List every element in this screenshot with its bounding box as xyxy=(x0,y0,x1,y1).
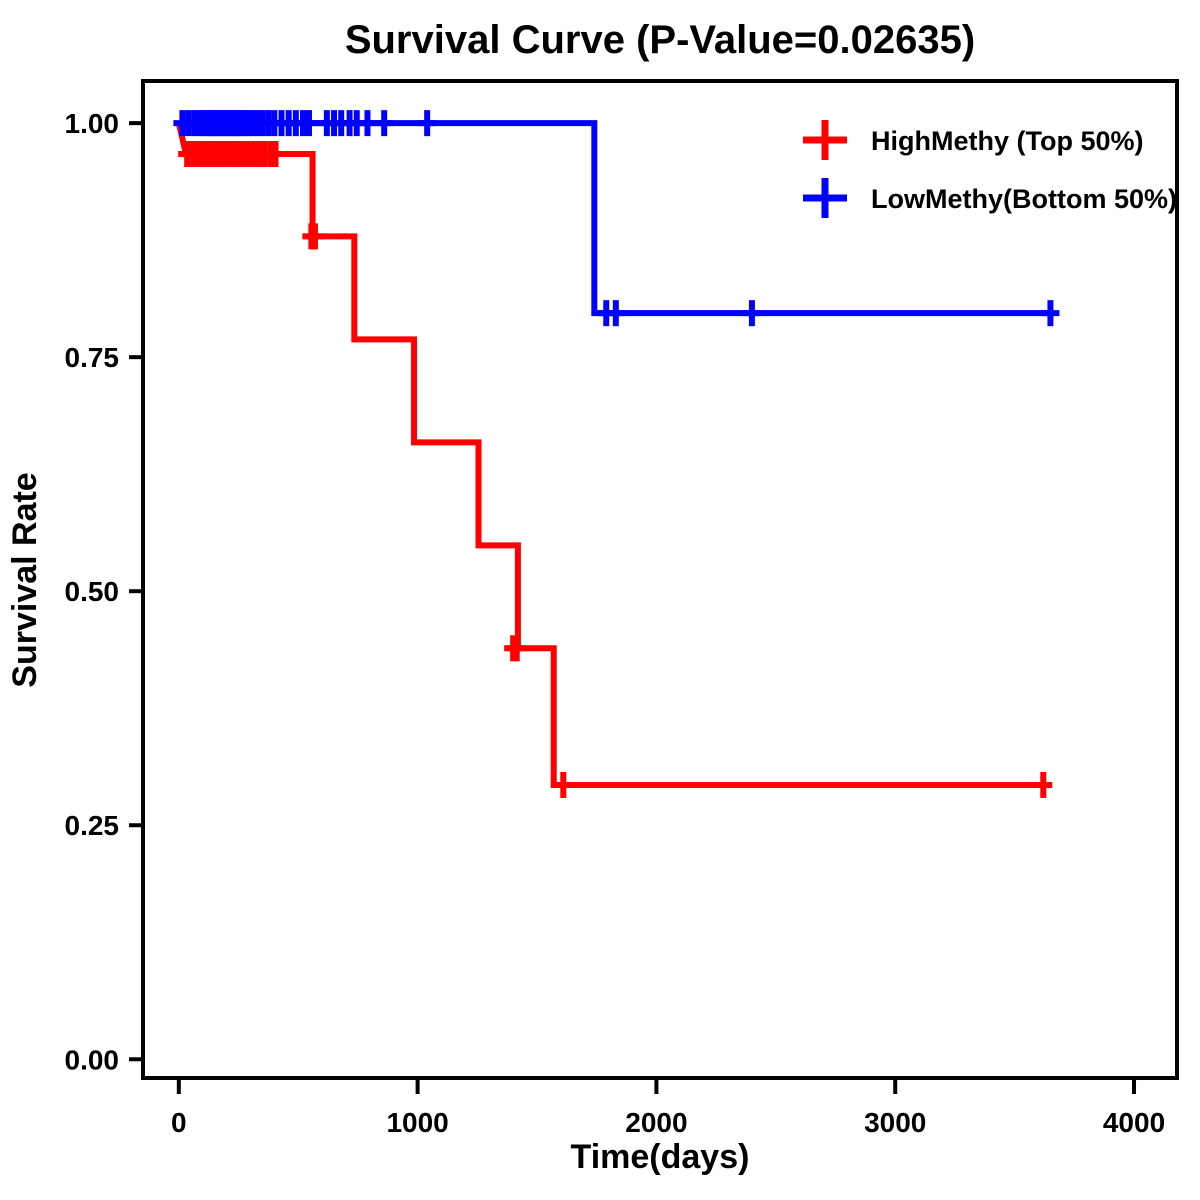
censor-mark xyxy=(266,141,285,168)
x-tick-label: 3000 xyxy=(864,1107,926,1138)
censor-mark xyxy=(358,110,377,137)
legend-label: LowMethy(Bottom 50%) xyxy=(871,184,1177,214)
y-axis-title: Survival Rate xyxy=(6,472,44,687)
x-axis-ticks: 0 1000 2000 3000 4000 xyxy=(171,1078,1165,1138)
censor-mark xyxy=(554,771,573,798)
series-high_methy xyxy=(175,122,1053,798)
y-axis-ticks: 0.00 0.25 0.50 0.75 1.00 xyxy=(65,108,143,1075)
censor-mark xyxy=(375,110,394,137)
censor-mark xyxy=(299,110,318,137)
x-tick-label: 2000 xyxy=(625,1107,687,1138)
censor-mark xyxy=(1041,300,1060,327)
legend-plus-icon xyxy=(803,120,847,160)
plot-panel-border xyxy=(141,79,1179,1080)
y-tick-label: 0.25 xyxy=(65,810,120,841)
x-tick-label: 1000 xyxy=(386,1107,448,1138)
censor-mark xyxy=(507,635,526,662)
censor-mark xyxy=(606,300,625,327)
chart-legend: HighMethy (Top 50%) LowMethy(Bottom 50%) xyxy=(803,120,1177,218)
x-tick-label: 0 xyxy=(171,1107,187,1138)
y-tick-label: 0.50 xyxy=(65,576,120,607)
legend-item-0[interactable]: HighMethy (Top 50%) xyxy=(803,120,1144,160)
legend-label: HighMethy (Top 50%) xyxy=(871,126,1144,156)
legend-plus-icon xyxy=(803,178,847,218)
censor-mark xyxy=(1034,771,1053,798)
x-tick-label: 4000 xyxy=(1103,1107,1165,1138)
series-low_methy xyxy=(173,110,1060,327)
survival-step-line xyxy=(175,122,1044,788)
x-axis-title: Time(days) xyxy=(571,1138,750,1176)
y-tick-label: 0.00 xyxy=(65,1044,120,1075)
survival-series-group xyxy=(173,110,1060,798)
y-tick-label: 1.00 xyxy=(65,108,120,139)
censor-marks-low_methy xyxy=(173,110,1060,327)
legend-item-1[interactable]: LowMethy(Bottom 50%) xyxy=(803,178,1177,218)
chart-title: Survival Curve (P-Value=0.02635) xyxy=(345,18,975,62)
y-tick-label: 0.75 xyxy=(65,342,120,373)
censor-marks-high_methy xyxy=(178,141,1053,798)
censor-mark xyxy=(418,110,437,137)
censor-mark xyxy=(742,300,761,327)
censor-mark xyxy=(305,223,324,250)
